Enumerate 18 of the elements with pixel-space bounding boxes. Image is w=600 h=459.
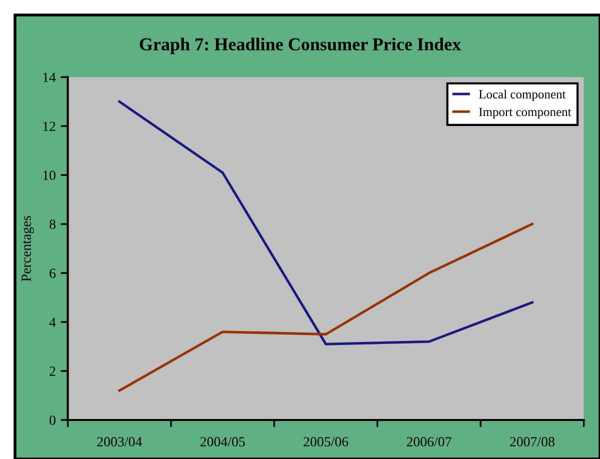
- chart-title: Graph 7: Headline Consumer Price Index: [140, 38, 461, 54]
- x-tick-label: 2004/05: [200, 437, 245, 446]
- legend-label: Local component: [478, 90, 566, 102]
- y-tick-label: 0: [50, 416, 56, 425]
- y-axis-title: Percentages: [22, 216, 34, 282]
- x-tick-label: 2005/06: [304, 437, 348, 446]
- x-tick-label: 2003/04: [97, 437, 142, 446]
- y-tick-label: 10: [43, 170, 56, 180]
- line-series: [118, 222, 534, 392]
- x-tick-label: 2006/07: [406, 437, 452, 446]
- y-tick-label: 12: [43, 122, 56, 131]
- y-tick-label: 6: [50, 268, 56, 278]
- x-tick-label: 2007/08: [510, 437, 554, 446]
- y-tick-label: 8: [50, 220, 56, 230]
- y-tick-label: 14: [43, 72, 56, 82]
- y-tick-label: 4: [49, 318, 56, 327]
- y-tick-label: 2: [50, 366, 56, 376]
- legend-label: Import component: [479, 108, 572, 119]
